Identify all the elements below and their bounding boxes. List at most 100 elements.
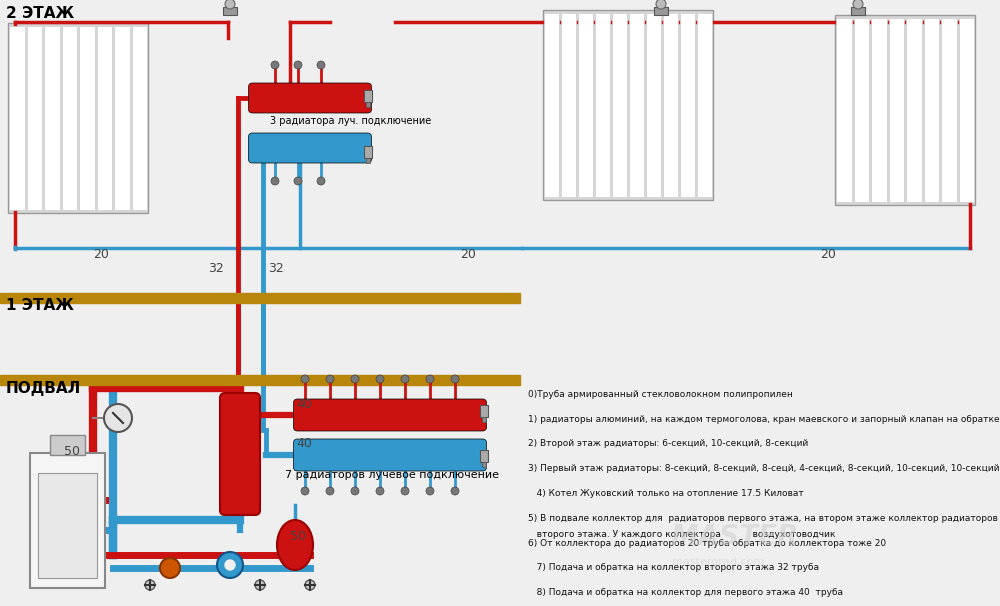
Circle shape <box>351 487 359 495</box>
Bar <box>44 26 60 210</box>
Circle shape <box>401 375 409 383</box>
FancyBboxPatch shape <box>294 439 486 471</box>
Bar <box>958 18 974 202</box>
Bar <box>482 417 486 422</box>
Circle shape <box>217 552 243 578</box>
Bar <box>366 102 370 107</box>
Bar <box>9 26 24 210</box>
Ellipse shape <box>277 520 313 570</box>
Bar <box>482 462 486 467</box>
Circle shape <box>326 375 334 383</box>
Bar <box>697 13 712 197</box>
Circle shape <box>317 177 325 185</box>
Bar <box>612 13 627 197</box>
Bar <box>663 13 678 197</box>
Bar <box>366 158 370 163</box>
Circle shape <box>376 487 384 495</box>
Circle shape <box>401 487 409 495</box>
Circle shape <box>104 404 132 432</box>
Bar <box>62 26 77 210</box>
Text: 50: 50 <box>290 530 306 543</box>
Text: 7) Подача и обратка на коллектор второго этажа 32 труба: 7) Подача и обратка на коллектор второго… <box>528 563 819 572</box>
Text: 40: 40 <box>296 437 312 450</box>
Bar <box>924 18 939 202</box>
Text: 8) Подача и обратка на коллектор для первого этажа 40  труба: 8) Подача и обратка на коллектор для пер… <box>528 588 843 597</box>
Text: 1 ЭТАЖ: 1 ЭТАЖ <box>6 298 74 313</box>
Circle shape <box>326 487 334 495</box>
Text: 20: 20 <box>460 248 476 261</box>
Text: 50: 50 <box>64 445 80 458</box>
Bar <box>854 18 869 202</box>
Text: mastergrad.com: mastergrad.com <box>672 557 764 567</box>
Bar <box>871 18 887 202</box>
Text: 3) Первый этаж радиаторы: 8-секций, 8-секций, 8-сецй, 4-секций, 8-секций, 10-сек: 3) Первый этаж радиаторы: 8-секций, 8-се… <box>528 464 1000 473</box>
Bar <box>889 18 904 202</box>
Bar <box>654 7 668 15</box>
Bar <box>132 26 147 210</box>
Text: 32: 32 <box>268 262 284 275</box>
Bar <box>26 26 42 210</box>
Text: 6) От коллектора до радиаторов 20 труба обратка до коллектора тоже 20: 6) От коллектора до радиаторов 20 труба … <box>528 539 886 547</box>
FancyBboxPatch shape <box>294 399 486 431</box>
Circle shape <box>317 61 325 69</box>
Bar <box>114 26 130 210</box>
Bar <box>0 293 520 303</box>
Circle shape <box>351 375 359 383</box>
Circle shape <box>426 487 434 495</box>
Bar <box>50 435 85 455</box>
Circle shape <box>301 375 309 383</box>
Circle shape <box>294 61 302 69</box>
Bar <box>561 13 576 197</box>
Text: 0)Труба армированный стекловолокном полипропилен: 0)Труба армированный стекловолокном поли… <box>528 390 793 399</box>
Bar <box>8 23 148 213</box>
Bar <box>835 15 975 205</box>
Text: 20: 20 <box>93 248 109 261</box>
Bar <box>364 90 372 102</box>
Bar <box>851 7 865 15</box>
Bar <box>38 473 97 578</box>
Text: 20: 20 <box>820 248 836 261</box>
Text: 4) Котел Жуковский только на отопление 17.5 Киловат: 4) Котел Жуковский только на отопление 1… <box>528 489 804 498</box>
Bar <box>578 13 593 197</box>
Circle shape <box>271 177 279 185</box>
Text: 32: 32 <box>208 262 224 275</box>
FancyBboxPatch shape <box>248 133 372 163</box>
Circle shape <box>426 375 434 383</box>
Text: ПОДВАЛ: ПОДВАЛ <box>6 381 81 396</box>
Text: 2 ЭТАЖ: 2 ЭТАЖ <box>6 6 74 21</box>
Circle shape <box>451 375 459 383</box>
Bar <box>646 13 661 197</box>
Bar <box>595 13 610 197</box>
Bar <box>543 10 713 200</box>
Circle shape <box>145 580 155 590</box>
FancyBboxPatch shape <box>248 83 372 113</box>
Bar <box>364 146 372 158</box>
Bar <box>30 453 105 588</box>
Bar <box>906 18 922 202</box>
Circle shape <box>255 580 265 590</box>
Circle shape <box>451 487 459 495</box>
Bar <box>223 7 237 15</box>
Circle shape <box>294 177 302 185</box>
Text: 2) Второй этаж радиаторы: 6-секций, 10-секций, 8-секций: 2) Второй этаж радиаторы: 6-секций, 10-с… <box>528 439 808 448</box>
Text: 7 радиаторов лучевое подключение: 7 радиаторов лучевое подключение <box>285 470 499 480</box>
Bar <box>836 18 852 202</box>
Bar <box>629 13 644 197</box>
Bar <box>79 26 94 210</box>
Bar <box>941 18 956 202</box>
Bar <box>96 26 112 210</box>
Bar <box>680 13 695 197</box>
Circle shape <box>271 61 279 69</box>
Text: MASTER: MASTER <box>670 523 798 551</box>
Circle shape <box>656 0 666 9</box>
Text: второго этажа. У каждого коллектора           воздухотоводчик: второго этажа. У каждого коллектора возд… <box>528 530 835 539</box>
Circle shape <box>160 558 180 578</box>
Circle shape <box>301 487 309 495</box>
Bar <box>480 405 488 417</box>
Circle shape <box>376 375 384 383</box>
Text: 1) радиаторы алюминий, на каждом термоголова, кран маевского и запорный клапан н: 1) радиаторы алюминий, на каждом термого… <box>528 415 1000 424</box>
Bar <box>544 13 559 197</box>
Text: 5) В подвале коллектор для  радиаторов первого этажа, на втором этаже коллектор : 5) В подвале коллектор для радиаторов пе… <box>528 514 998 523</box>
Bar <box>0 375 520 385</box>
Text: 40: 40 <box>296 398 312 411</box>
